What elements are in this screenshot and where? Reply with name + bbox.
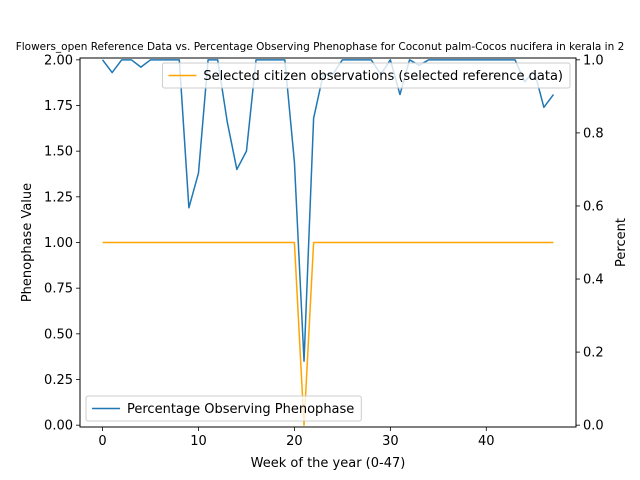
y-axis-left-label: Phenophase Value <box>20 183 35 302</box>
y-right-tick-label: 1.0 <box>583 53 604 68</box>
legend-label: Percentage Observing Phenophase <box>127 402 354 417</box>
legend-1: Percentage Observing Phenophase <box>85 395 362 422</box>
x-tick-label: 0 <box>98 434 106 449</box>
legends: Selected citizen observations (selected … <box>85 62 571 422</box>
x-tick-label: 10 <box>190 434 207 449</box>
x-axis: 0 10 20 30 40 <box>98 427 495 449</box>
x-tick-label: 40 <box>478 434 495 449</box>
x-tick-label: 20 <box>286 434 303 449</box>
y-axis-right-label: Percent <box>614 218 629 267</box>
legend-box <box>161 62 571 89</box>
y-right-tick-label: 0.0 <box>583 419 604 434</box>
y-left-tick-label: 1.25 <box>44 190 73 205</box>
y-left-tick-label: 1.50 <box>44 145 73 160</box>
y-right-tick-label: 0.4 <box>583 273 604 288</box>
y-left-tick-label: 0.00 <box>44 419 73 434</box>
y-axis-left: 0.00 0.25 0.50 0.75 1.00 1.25 1.50 1.75 2.00 <box>44 53 80 434</box>
x-axis-label: Week of the year (0-47) <box>251 456 406 471</box>
legend-label: Selected citizen observations (selected … <box>203 69 563 84</box>
y-left-tick-label: 0.25 <box>44 373 73 388</box>
y-left-tick-label: 0.50 <box>44 327 73 342</box>
y-left-tick-label: 0.75 <box>44 282 73 297</box>
y-left-tick-label: 1.75 <box>44 99 73 114</box>
y-right-tick-label: 0.6 <box>583 199 604 214</box>
y-left-tick-label: 2.00 <box>44 53 73 68</box>
legend-box <box>85 395 362 422</box>
legend-0: Selected citizen observations (selected … <box>161 62 571 89</box>
y-right-tick-label: 0.8 <box>583 126 604 141</box>
y-right-tick-label: 0.2 <box>583 346 604 361</box>
chart-title: Flowers_open Reference Data vs. Percenta… <box>16 41 625 53</box>
x-tick-label: 30 <box>382 434 399 449</box>
y-axis-right: 0.0 0.2 0.4 0.6 0.8 1.0 <box>576 53 604 434</box>
y-left-tick-label: 1.00 <box>44 236 73 251</box>
series-line-0 <box>102 241 554 426</box>
